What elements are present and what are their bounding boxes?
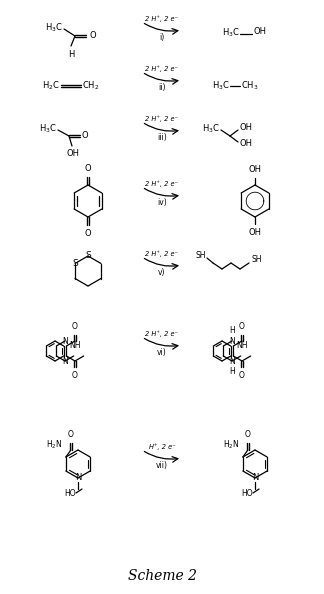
Text: HO: HO [241,489,253,498]
Text: v): v) [158,268,166,277]
Text: O: O [72,371,78,380]
Text: SH: SH [195,251,206,260]
Text: ii): ii) [158,83,166,92]
Text: 2 H⁺, 2 e⁻: 2 H⁺, 2 e⁻ [145,115,179,122]
Text: O: O [85,164,91,173]
Text: S: S [85,251,91,261]
Text: H$_3$C: H$_3$C [222,27,240,39]
Text: Scheme 2: Scheme 2 [128,569,196,583]
Text: i): i) [159,33,165,42]
Text: 2 H⁺, 2 e⁻: 2 H⁺, 2 e⁻ [145,15,179,22]
Text: O: O [82,131,89,141]
Text: N: N [229,356,235,365]
Text: 2 H⁺, 2 e⁻: 2 H⁺, 2 e⁻ [145,180,179,187]
Text: H$_3$C: H$_3$C [212,80,230,92]
Text: OH: OH [253,27,266,36]
Text: H$_3$C: H$_3$C [39,123,57,135]
Text: O: O [90,31,97,40]
Text: O: O [85,229,91,238]
Text: CH$_3$: CH$_3$ [241,80,259,92]
Text: H$_2$N: H$_2$N [46,439,63,451]
Text: NH: NH [69,342,81,350]
Text: OH: OH [249,165,261,174]
Text: O: O [245,430,251,439]
Text: OH: OH [66,149,79,158]
Text: iv): iv) [157,198,167,207]
Text: N: N [252,473,258,482]
Text: S: S [72,259,78,268]
Text: CH$_2$: CH$_2$ [82,80,99,92]
Text: SH: SH [251,255,261,264]
Text: H$_3$C: H$_3$C [202,123,220,135]
Text: H: H [68,50,74,59]
Text: O: O [72,322,78,331]
Text: N: N [62,336,68,346]
Text: H$_2$N: H$_2$N [224,439,240,451]
Text: OH: OH [239,140,252,148]
Text: O: O [239,371,245,380]
Text: H$_2$C: H$_2$C [42,80,60,92]
Text: N: N [75,473,81,482]
Text: N: N [229,336,235,346]
Text: 2 H⁺, 2 e⁻: 2 H⁺, 2 e⁻ [145,65,179,72]
Text: OH: OH [239,124,252,132]
Text: H: H [229,326,235,335]
Text: NH: NH [236,342,248,350]
Text: iii): iii) [157,133,167,142]
Text: O: O [239,322,245,331]
Text: HO: HO [64,489,76,498]
Text: H⁺, 2 e⁻: H⁺, 2 e⁻ [149,443,175,450]
Text: H$_3$C: H$_3$C [45,22,63,34]
Text: O: O [68,430,74,439]
Text: vi): vi) [157,348,167,357]
Text: H: H [229,367,235,376]
Text: 2 H⁺, 2 e⁻: 2 H⁺, 2 e⁻ [145,250,179,257]
Text: 2 H⁺, 2 e⁻: 2 H⁺, 2 e⁻ [145,330,179,337]
Text: N: N [62,356,68,365]
Text: vii): vii) [156,461,168,470]
Text: OH: OH [249,228,261,237]
